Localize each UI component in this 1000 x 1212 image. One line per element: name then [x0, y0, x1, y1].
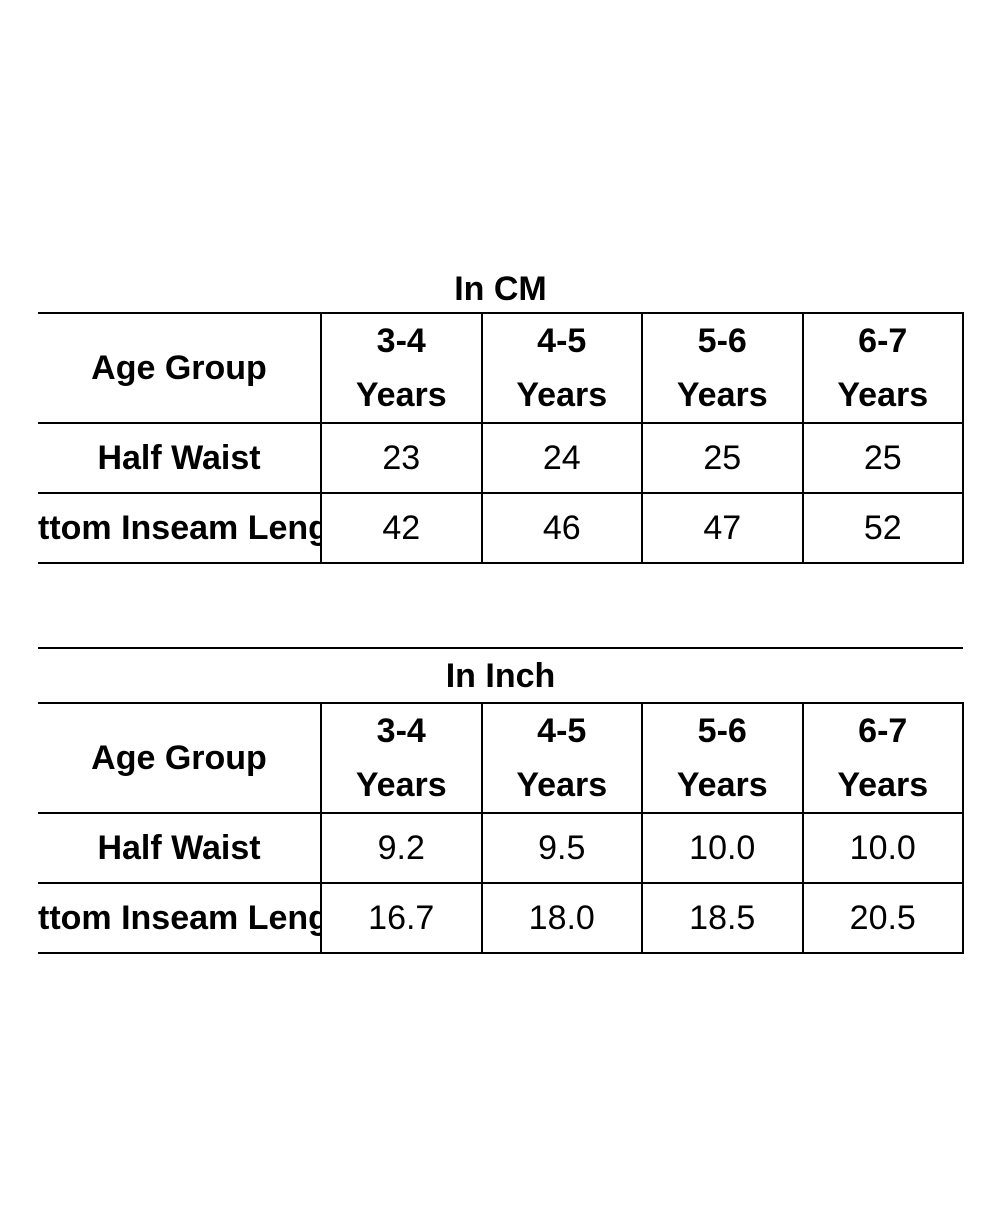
table-cell: 10.0 [801, 812, 964, 884]
size-header-6-7: 6-7 Years [801, 312, 964, 424]
size-header-3-4: 3-4 Years [320, 702, 483, 814]
table-row: Half Waist 9.2 9.5 10.0 10.0 [38, 812, 964, 884]
table-row: ttom Inseam Leng 42 46 47 52 [38, 492, 964, 564]
table-cell: 10.0 [641, 812, 804, 884]
inch-size-table: Age Group 3-4 Years 4-5 Years 5-6 Years … [38, 702, 964, 954]
cm-size-table: Age Group 3-4 Years 4-5 Years 5-6 Years … [38, 312, 964, 564]
table-cell: 52 [801, 492, 964, 564]
inseam-length-label: ttom Inseam Leng [38, 492, 322, 564]
size-header-6-7: 6-7 Years [801, 702, 964, 814]
table-header-row: Age Group 3-4 Years 4-5 Years 5-6 Years … [38, 312, 964, 424]
table-header-row: Age Group 3-4 Years 4-5 Years 5-6 Years … [38, 702, 964, 814]
table-cell: 18.5 [641, 882, 804, 954]
table-cell: 47 [641, 492, 804, 564]
inseam-length-label: ttom Inseam Leng [38, 882, 322, 954]
table-cell: 23 [320, 422, 483, 494]
table-cell: 9.2 [320, 812, 483, 884]
half-waist-label: Half Waist [38, 812, 322, 884]
table-cell: 46 [480, 492, 643, 564]
table-cell: 18.0 [480, 882, 643, 954]
age-group-header: Age Group [38, 312, 322, 424]
size-header-4-5: 4-5 Years [480, 702, 643, 814]
table-cell: 16.7 [320, 882, 483, 954]
size-header-3-4: 3-4 Years [320, 312, 483, 424]
table-cell: 25 [801, 422, 964, 494]
cm-table-title: In CM [454, 270, 547, 308]
size-header-5-6: 5-6 Years [641, 312, 804, 424]
table-row: Half Waist 23 24 25 25 [38, 422, 964, 494]
table-cell: 24 [480, 422, 643, 494]
size-header-5-6: 5-6 Years [641, 702, 804, 814]
table-cell: 9.5 [480, 812, 643, 884]
table-cell: 25 [641, 422, 804, 494]
inch-table-title: In Inch [445, 657, 556, 695]
table-cell: 20.5 [801, 882, 964, 954]
size-header-4-5: 4-5 Years [480, 312, 643, 424]
cm-size-chart: In CM Age Group 3-4 Years 4-5 Years 5-6 … [38, 266, 964, 564]
inch-size-chart: In Inch Age Group 3-4 Years 4-5 Years 5-… [38, 647, 964, 954]
age-group-header: Age Group [38, 702, 322, 814]
table-row: ttom Inseam Leng 16.7 18.0 18.5 20.5 [38, 882, 964, 954]
half-waist-label: Half Waist [38, 422, 322, 494]
table-cell: 42 [320, 492, 483, 564]
